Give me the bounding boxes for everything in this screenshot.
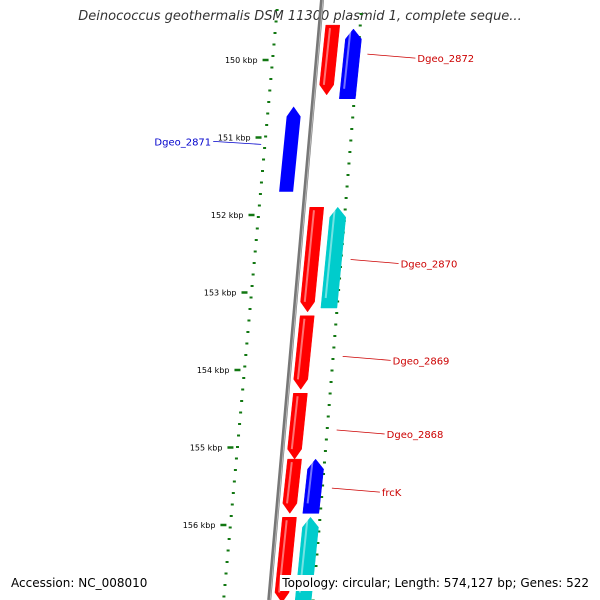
gene-arrow-shine bbox=[343, 31, 352, 89]
map-title: Deinococcus geothermalis DSM 11300 plasm… bbox=[78, 9, 522, 24]
kbp-tick-label: 154 kbp bbox=[197, 366, 230, 375]
gene-arrow[interactable] bbox=[319, 24, 341, 96]
label-leader-line bbox=[350, 259, 399, 264]
gene-arrow-shine bbox=[303, 210, 315, 302]
feature-layer bbox=[274, 24, 362, 600]
gene-label-text[interactable]: Dgeo_2872 bbox=[417, 54, 474, 65]
gene-arrow[interactable] bbox=[282, 458, 302, 514]
gene-label-dgeo_2872[interactable]: Dgeo_2872 bbox=[367, 53, 474, 65]
kbp-tick-label: 155 kbp bbox=[190, 444, 223, 453]
gene-label-dgeo_2868[interactable]: Dgeo_2868 bbox=[336, 429, 444, 441]
label-leader-line bbox=[336, 429, 385, 435]
gene-feature-frck[interactable] bbox=[302, 458, 324, 514]
kbp-tick-label: 150 kbp bbox=[225, 56, 258, 65]
backbone-line bbox=[267, 0, 324, 600]
gene-labels: Dgeo_2872 Dgeo_2871 Dgeo_2870 Dgeo_2869 Dgeo… bbox=[154, 53, 474, 499]
label-leader-line bbox=[331, 487, 380, 493]
gene-feature-dgeo_2872[interactable] bbox=[339, 28, 362, 99]
gene-arrow[interactable] bbox=[339, 28, 362, 99]
gene-arrow[interactable] bbox=[279, 106, 301, 192]
gene-label-text[interactable]: frcK bbox=[382, 488, 402, 499]
gene-arrow[interactable] bbox=[302, 458, 324, 514]
gene-feature-dgeo_2870[interactable] bbox=[300, 207, 325, 313]
gene-feature-dgeo_2870[interactable] bbox=[320, 206, 347, 309]
label-leader-line bbox=[342, 355, 391, 361]
gene-arrow-shine bbox=[306, 462, 314, 504]
gene-arrow-shine bbox=[296, 318, 306, 380]
gene-label-dgeo_2871[interactable]: Dgeo_2871 bbox=[154, 137, 262, 148]
kbp-tick-label: 153 kbp bbox=[204, 289, 237, 298]
topology-stats-text: Topology: circular; Length: 574,127 bp; … bbox=[280, 575, 591, 591]
gene-label-text[interactable]: Dgeo_2869 bbox=[393, 356, 450, 367]
gene-label-text[interactable]: Dgeo_2868 bbox=[387, 430, 444, 441]
gene-feature-frck[interactable] bbox=[282, 458, 302, 514]
gene-label-dgeo_2869[interactable]: Dgeo_2869 bbox=[342, 355, 450, 367]
gene-arrow-shine bbox=[286, 462, 293, 504]
gene-label-text[interactable]: Dgeo_2871 bbox=[154, 137, 211, 148]
gene-label-frck[interactable]: frcK bbox=[331, 487, 402, 499]
label-leader-line bbox=[367, 53, 416, 59]
gene-arrow[interactable] bbox=[293, 315, 315, 390]
gene-feature-dgeo_2871[interactable] bbox=[279, 106, 301, 192]
gene-arrow-shine bbox=[324, 210, 336, 299]
gene-label-dgeo_2870[interactable]: Dgeo_2870 bbox=[350, 259, 458, 271]
gene-feature-dgeo_2869[interactable] bbox=[293, 315, 315, 390]
accession-text: Accession: NC_008010 bbox=[9, 575, 150, 591]
gene-arrow[interactable] bbox=[320, 206, 347, 309]
gene-feature-dgeo_2868[interactable] bbox=[287, 393, 308, 460]
kbp-tick-label: 156 kbp bbox=[183, 521, 216, 530]
kbp-ticks: 150 kbp 151 kbp 152 kbp 153 kbp 154 kbp 155 k… bbox=[183, 56, 269, 530]
kbp-tick-label: 151 kbp bbox=[218, 134, 251, 143]
backbone-layer bbox=[267, 0, 324, 600]
kbp-tick-label: 152 kbp bbox=[211, 211, 244, 220]
gene-label-text[interactable]: Dgeo_2870 bbox=[401, 260, 458, 271]
label-leader-line bbox=[213, 140, 262, 145]
backbone-highlight bbox=[269, 0, 324, 600]
gene-feature-dgeo_2872[interactable] bbox=[319, 24, 341, 96]
gene-arrow[interactable] bbox=[300, 207, 325, 313]
gene-arrow-shine bbox=[290, 396, 299, 450]
gene-arrow-shine bbox=[322, 28, 331, 85]
gene-arrow[interactable] bbox=[287, 393, 308, 460]
